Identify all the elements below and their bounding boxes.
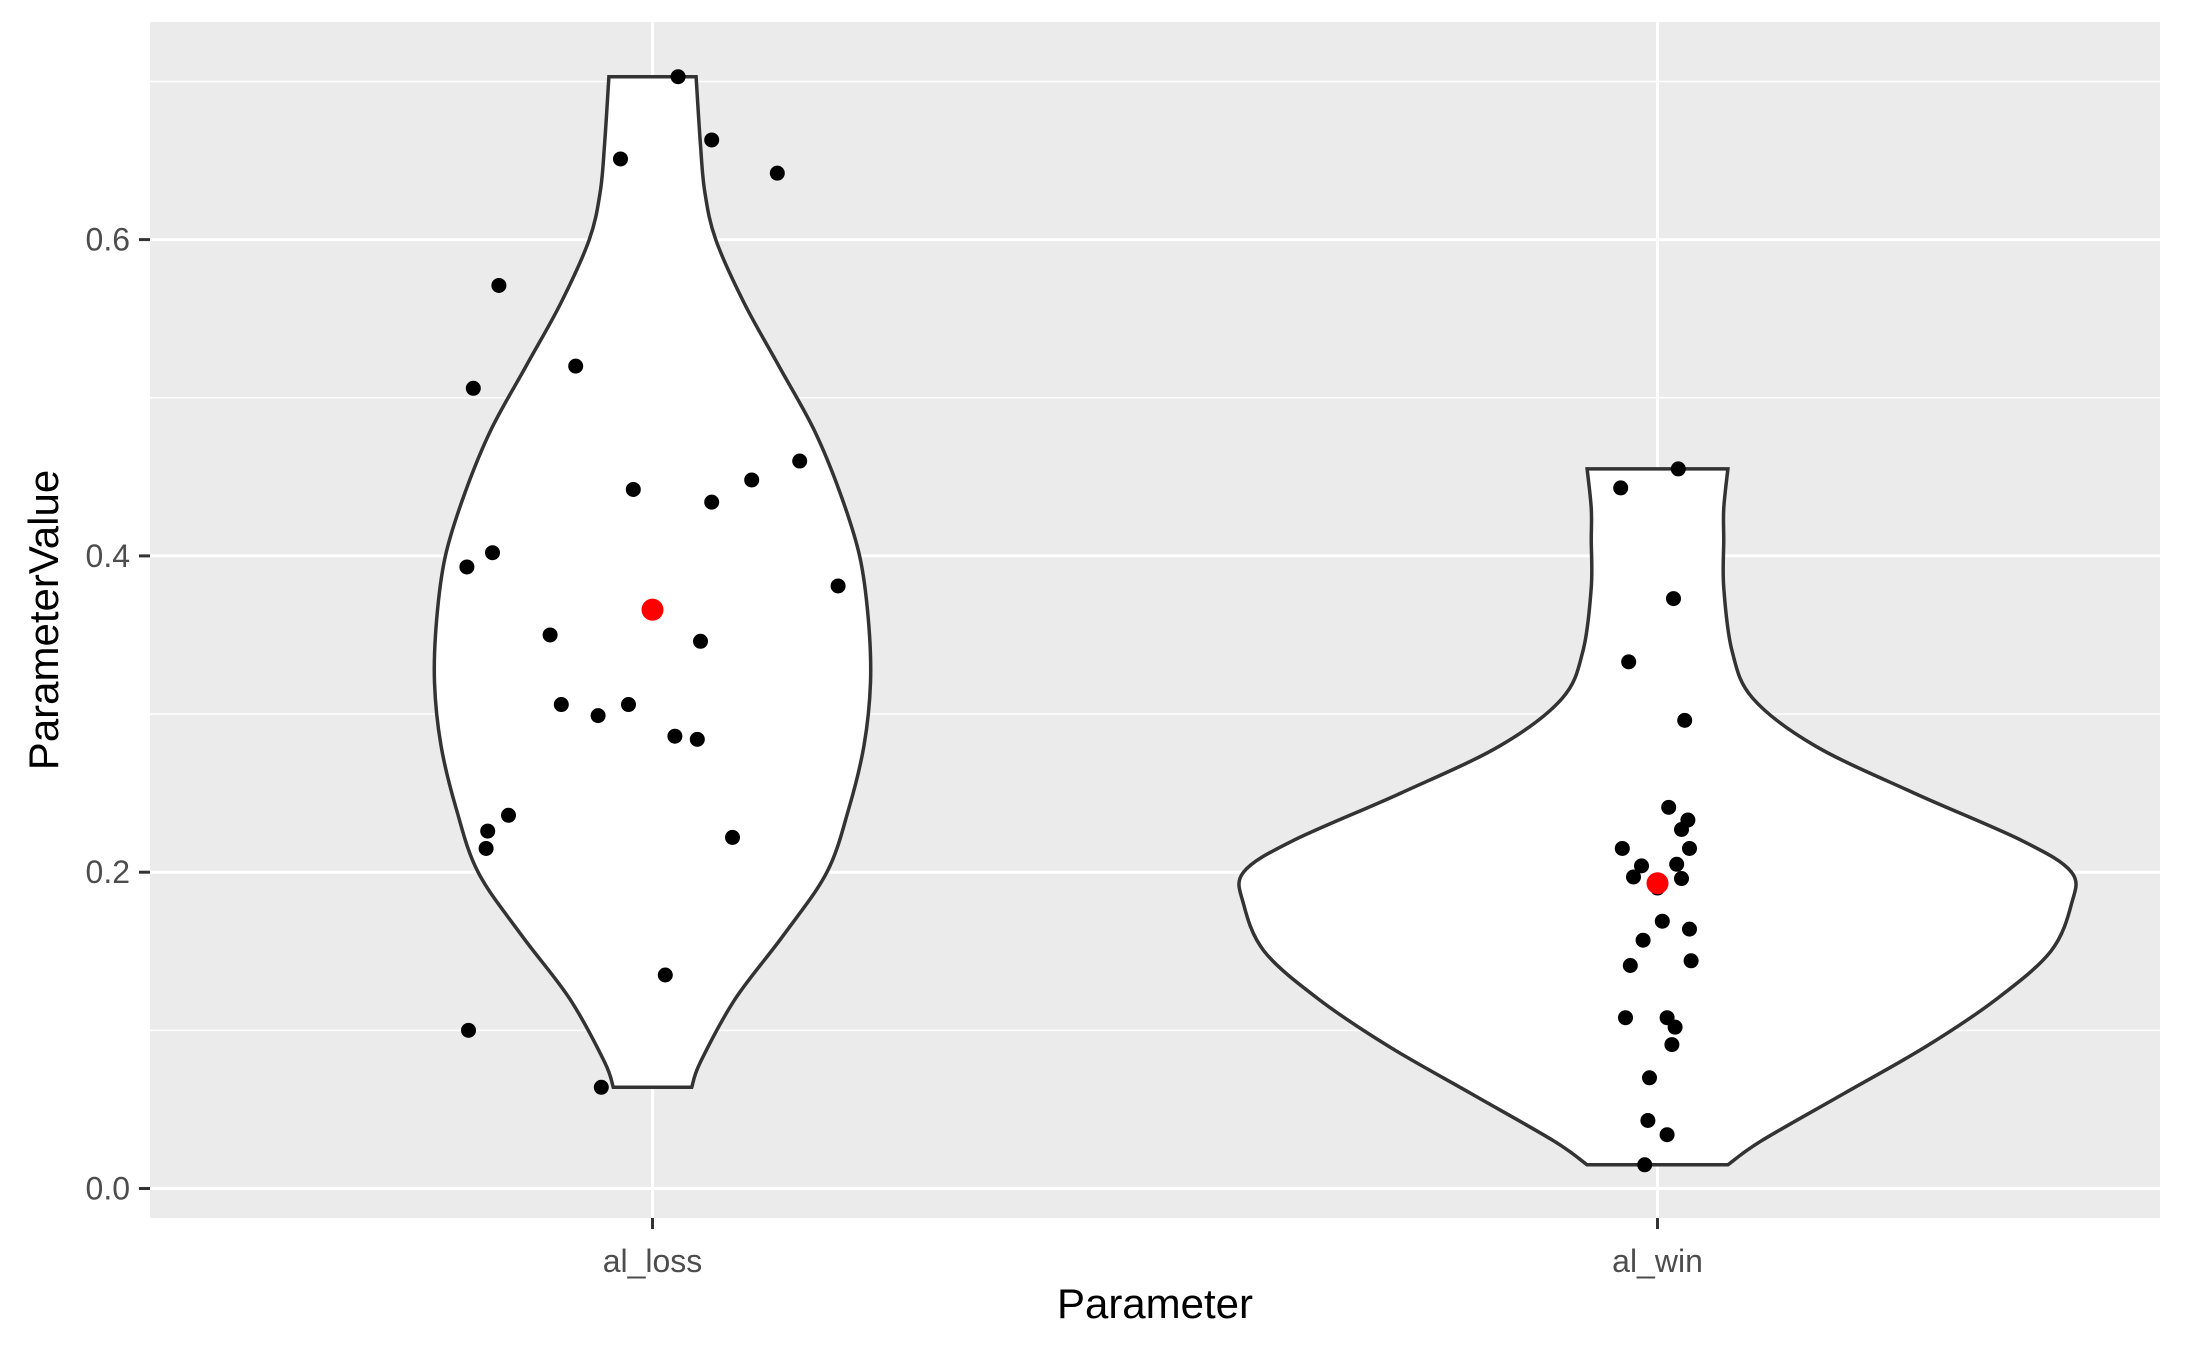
y-tick-label: 0.6 [86, 222, 130, 258]
data-point [667, 728, 683, 744]
data-point [590, 708, 606, 724]
data-point [542, 627, 558, 643]
data-point [568, 358, 584, 374]
data-point [459, 559, 475, 575]
data-point [1669, 856, 1685, 872]
data-point [1635, 932, 1651, 948]
y-tick-label: 0.4 [86, 538, 130, 574]
y-axis-title: ParameterValue [20, 470, 67, 770]
data-point [1674, 821, 1689, 837]
mean-point-al-win [1646, 872, 1669, 895]
data-point [830, 578, 846, 594]
data-point [704, 494, 720, 510]
data-point [1677, 712, 1693, 728]
data-point [1640, 1112, 1656, 1128]
data-point [704, 132, 720, 148]
data-point [1642, 1070, 1657, 1086]
data-point [465, 380, 481, 396]
data-point [1626, 869, 1641, 885]
data-point [613, 151, 628, 167]
data-point [501, 807, 516, 823]
y-tick-label: 0.2 [86, 854, 130, 890]
data-point [480, 823, 496, 839]
data-point [1667, 1019, 1683, 1035]
data-point [1618, 1010, 1633, 1026]
data-point [491, 277, 507, 293]
data-point [1622, 958, 1638, 974]
data-point [1670, 461, 1686, 477]
mean-points [641, 598, 1669, 895]
violins [432, 74, 2078, 1167]
violin-al-loss [432, 74, 873, 1090]
x-axis-title: Parameter [1057, 1280, 1253, 1327]
mean-point-al-loss [641, 598, 664, 621]
data-point [1682, 840, 1697, 856]
data-point [1682, 921, 1697, 937]
data-point [657, 967, 673, 983]
data-point [1654, 913, 1670, 929]
data-point [1661, 799, 1677, 815]
data-point [461, 1022, 476, 1038]
x-axis: al_loss al_win [603, 1218, 1703, 1279]
data-point [1659, 1127, 1675, 1143]
y-tick-label: 0.0 [86, 1171, 130, 1207]
data-point [1634, 858, 1649, 874]
data-point [1666, 591, 1681, 607]
data-point [1613, 480, 1629, 496]
data-point [553, 697, 569, 713]
data-point [725, 829, 740, 845]
data-point [621, 697, 636, 713]
data-point [625, 481, 641, 497]
data-point [769, 165, 785, 181]
data-point [792, 453, 808, 469]
data-point [744, 472, 760, 488]
x-tick-label: al_win [1612, 1243, 1703, 1279]
data-point [478, 840, 494, 856]
data-point [593, 1079, 609, 1095]
violin-al-win [1237, 467, 2078, 1167]
data-point [670, 69, 686, 85]
data-point [1683, 953, 1699, 969]
data-point [693, 633, 708, 649]
data-point [689, 731, 705, 747]
data-point [1637, 1157, 1653, 1173]
data-point [485, 545, 500, 561]
data-point [1664, 1037, 1680, 1053]
data-point [1614, 840, 1630, 856]
data-point [1621, 654, 1637, 670]
data-point [1674, 871, 1689, 887]
x-tick-label: al_loss [603, 1243, 703, 1279]
data-points [459, 69, 1699, 1173]
y-axis: 0.0 0.2 0.4 0.6 [86, 222, 150, 1207]
